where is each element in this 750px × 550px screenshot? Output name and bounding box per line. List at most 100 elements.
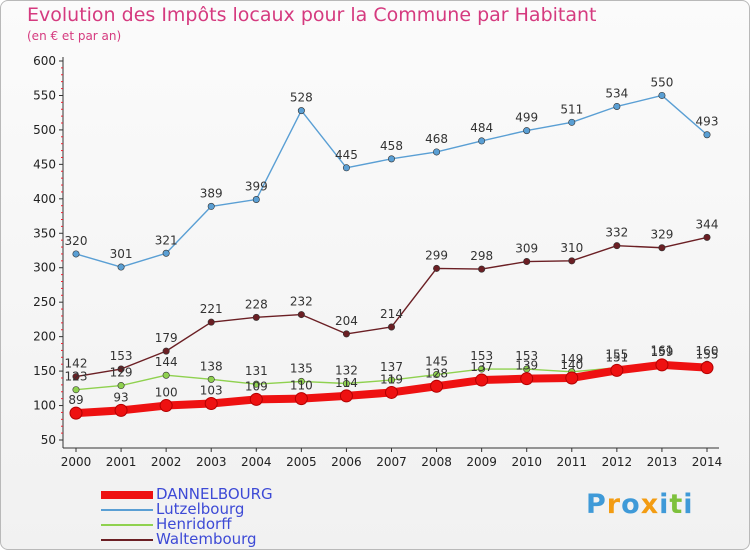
logo-letter: t — [669, 489, 684, 520]
x-tick-label: 2002 — [151, 455, 182, 469]
logo-letter: x — [640, 489, 660, 520]
data-point-lutzelbourg — [433, 148, 441, 156]
proxiti-logo: Proxiti — [586, 489, 694, 520]
data-label-lutzelbourg: 389 — [200, 186, 223, 200]
data-label-lutzelbourg: 458 — [380, 139, 403, 153]
chart-subtitle: (en € et par an) — [27, 29, 122, 43]
data-point-lutzelbourg — [162, 249, 170, 257]
y-tick-label: 500 — [33, 123, 56, 137]
data-label-dannelbourg: 159 — [650, 345, 673, 359]
axes: 50 100 150 200 250 300 350 400 450 500 550 600 2000 2… — [33, 54, 722, 469]
data-label-lutzelbourg: 301 — [110, 247, 133, 261]
data-point-henridorff — [117, 382, 125, 390]
data-point-lutzelbourg — [207, 202, 215, 210]
data-point-dannelbourg — [430, 379, 444, 393]
data-point-waltembourg — [387, 323, 395, 331]
data-point-dannelbourg — [520, 372, 534, 386]
data-point-lutzelbourg — [658, 91, 666, 99]
x-tick-label: 2004 — [241, 455, 272, 469]
data-label-dannelbourg: 155 — [696, 348, 719, 362]
data-label-waltembourg: 232 — [290, 295, 313, 309]
data-label-lutzelbourg: 468 — [425, 132, 448, 146]
data-point-waltembourg — [162, 347, 170, 355]
data-label-henridorff: 131 — [245, 364, 268, 378]
chart-title: Evolution des Impôts locaux pour la Comm… — [27, 4, 597, 26]
data-label-lutzelbourg: 320 — [65, 234, 88, 248]
data-point-henridorff — [433, 371, 441, 379]
data-point-dannelbourg — [159, 399, 173, 413]
data-point-waltembourg — [478, 265, 486, 273]
x-tick-label: 2010 — [511, 455, 542, 469]
data-point-henridorff — [72, 386, 80, 394]
data-label-waltembourg: 179 — [155, 331, 178, 345]
data-label-waltembourg: 214 — [380, 307, 403, 321]
data-point-henridorff — [297, 377, 305, 385]
data-point-waltembourg — [117, 365, 125, 373]
legend-swatch — [101, 539, 153, 541]
y-tick-label: 300 — [33, 261, 56, 275]
data-point-dannelbourg — [700, 361, 714, 375]
data-point-henridorff — [162, 371, 170, 379]
data-point-dannelbourg — [655, 358, 669, 372]
data-label-lutzelbourg: 534 — [605, 86, 628, 100]
data-point-dannelbourg — [114, 403, 128, 417]
y-tick-label: 250 — [33, 295, 56, 309]
legend-label: DANNELBOURG — [156, 485, 273, 503]
data-point-waltembourg — [252, 313, 260, 321]
data-label-dannelbourg: 139 — [515, 359, 538, 373]
y-tick-label: 600 — [33, 54, 56, 68]
legend-swatch — [101, 524, 153, 526]
data-point-dannelbourg — [69, 406, 83, 420]
y-tick-label: 50 — [41, 433, 56, 447]
data-point-waltembourg — [613, 242, 621, 250]
legend-swatch — [101, 491, 153, 499]
data-label-waltembourg: 204 — [335, 314, 358, 328]
data-label-henridorff: 137 — [380, 360, 403, 374]
data-label-lutzelbourg: 511 — [560, 102, 583, 116]
data-point-dannelbourg — [204, 396, 218, 410]
data-label-lutzelbourg: 550 — [650, 75, 673, 89]
data-label-waltembourg: 298 — [470, 249, 493, 263]
data-point-henridorff — [387, 376, 395, 384]
data-label-lutzelbourg: 321 — [155, 233, 178, 247]
logo-letter: i — [659, 489, 670, 520]
data-point-waltembourg — [658, 244, 666, 252]
data-label-henridorff: 161 — [650, 344, 673, 358]
data-label-waltembourg: 344 — [696, 217, 719, 231]
data-point-lutzelbourg — [342, 164, 350, 172]
y-tick-label: 200 — [33, 330, 56, 344]
data-point-waltembourg — [433, 264, 441, 272]
data-point-dannelbourg — [339, 389, 353, 403]
data-label-waltembourg: 221 — [200, 302, 223, 316]
y-tick-label: 350 — [33, 226, 56, 240]
data-point-henridorff — [342, 379, 350, 387]
data-label-henridorff: 155 — [605, 348, 628, 362]
data-label-henridorff: 153 — [470, 349, 493, 363]
x-tick-label: 2009 — [466, 455, 497, 469]
data-label-dannelbourg: 114 — [335, 376, 358, 390]
data-label-lutzelbourg: 484 — [470, 121, 493, 135]
data-point-waltembourg — [568, 257, 576, 265]
legend-swatch — [101, 509, 153, 511]
x-tick-label: 2006 — [331, 455, 362, 469]
x-tick-label: 2012 — [602, 455, 633, 469]
data-point-waltembourg — [703, 233, 711, 241]
data-point-henridorff — [252, 380, 260, 388]
data-label-lutzelbourg: 399 — [245, 180, 268, 194]
data-label-lutzelbourg: 445 — [335, 148, 358, 162]
data-label-dannelbourg: 100 — [155, 386, 178, 400]
x-tick-label: 2003 — [196, 455, 227, 469]
data-point-waltembourg — [342, 330, 350, 338]
logo-letter: o — [621, 489, 641, 520]
data-label-dannelbourg: 103 — [200, 383, 223, 397]
legend-label: Waltembourg — [156, 530, 257, 548]
data-point-lutzelbourg — [613, 102, 621, 110]
data-point-dannelbourg — [565, 371, 579, 385]
data-point-lutzelbourg — [523, 127, 531, 135]
x-tick-label: 2005 — [286, 455, 317, 469]
y-tick-label: 100 — [33, 399, 56, 413]
data-label-henridorff: 123 — [65, 370, 88, 384]
data-point-waltembourg — [72, 373, 80, 381]
data-point-dannelbourg — [294, 392, 308, 406]
